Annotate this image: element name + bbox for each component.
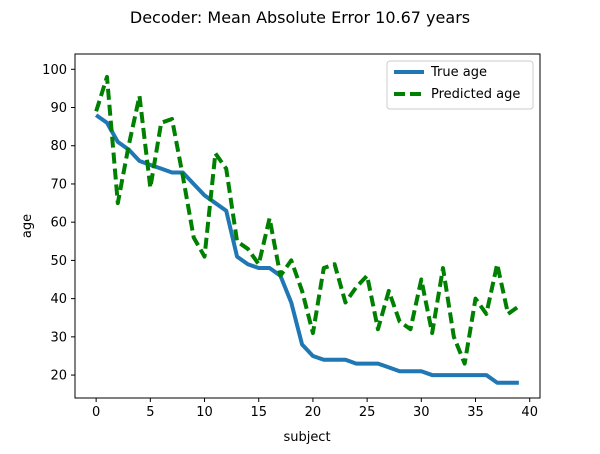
series-true-age-line xyxy=(94,113,519,385)
legend: True age Predicted age xyxy=(386,60,534,110)
x-tick-label: 0 xyxy=(92,405,100,420)
x-axis-label: subject xyxy=(283,430,330,445)
y-tick-label: 60 xyxy=(50,216,67,231)
legend-true-age-label: True age xyxy=(430,65,487,80)
y-tick-label: 100 xyxy=(42,63,67,78)
x-tick-label: 20 xyxy=(305,405,322,420)
x-tick-label: 15 xyxy=(250,405,267,420)
x-tick-label: 10 xyxy=(196,405,213,420)
legend-predicted-age-label: Predicted age xyxy=(431,87,520,102)
x-tick-label: 35 xyxy=(467,405,484,420)
y-tick-label: 90 xyxy=(50,101,67,116)
y-tick-label: 70 xyxy=(50,177,67,192)
y-tick-label: 30 xyxy=(50,330,67,345)
x-tick-label: 25 xyxy=(359,405,376,420)
series-layer xyxy=(94,74,521,385)
y-tick-label: 20 xyxy=(50,369,67,384)
y-axis-label: age xyxy=(20,214,35,238)
series-predicted-age-line xyxy=(94,74,521,366)
y-axis: 20 30 40 50 60 70 80 90 100 xyxy=(42,63,75,384)
y-tick-label: 40 xyxy=(50,292,67,307)
x-axis: 0 5 10 15 20 25 30 35 40 xyxy=(92,398,538,420)
y-tick-label: 80 xyxy=(50,139,67,154)
chart-title: Decoder: Mean Absolute Error 10.67 years xyxy=(130,8,470,27)
x-tick-label: 40 xyxy=(521,405,538,420)
x-tick-label: 30 xyxy=(413,405,430,420)
y-tick-label: 50 xyxy=(50,254,67,269)
x-tick-label: 5 xyxy=(146,405,154,420)
plot-area xyxy=(74,53,541,399)
